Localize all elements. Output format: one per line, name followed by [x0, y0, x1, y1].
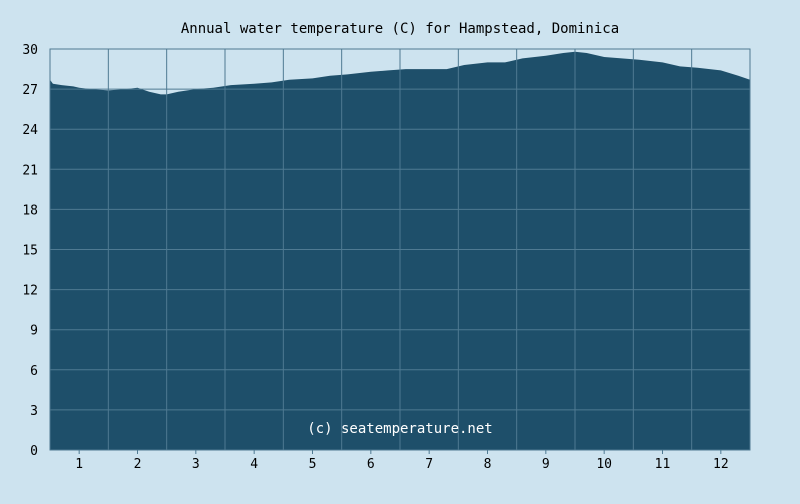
x-tick-label: 8 [484, 457, 492, 472]
y-tick-label: 15 [22, 244, 38, 259]
y-tick-label: 3 [30, 404, 38, 419]
watermark-text: (c) seatemperature.net [307, 421, 492, 437]
plot-frame [49, 48, 751, 451]
x-tick-label: 3 [192, 457, 200, 472]
y-tick-label: 12 [22, 284, 38, 299]
chart-title: Annual water temperature (C) for Hampste… [181, 21, 619, 37]
y-axis-ticks: 0 3 6 9 12 15 18 21 24 27 30 [22, 43, 38, 459]
x-tick-label: 9 [542, 457, 550, 472]
x-tick-label: 4 [250, 457, 258, 472]
y-tick-label: 6 [30, 364, 38, 379]
y-tick-label: 21 [22, 163, 38, 178]
y-tick-label: 18 [22, 203, 38, 218]
x-tick-label: 5 [309, 457, 317, 472]
x-tick-label: 7 [425, 457, 433, 472]
y-tick-label: 27 [22, 83, 38, 98]
y-tick-label: 9 [30, 324, 38, 339]
x-tick-label: 10 [596, 457, 612, 472]
x-tick-label: 6 [367, 457, 375, 472]
x-tick-label: 1 [75, 457, 83, 472]
y-tick-label: 30 [22, 43, 38, 58]
x-tick-label: 12 [713, 457, 729, 472]
x-tick-label: 2 [134, 457, 142, 472]
y-tick-label: 24 [22, 123, 38, 138]
grid-lines [50, 49, 750, 450]
x-axis-ticks: 1 2 3 4 5 6 7 8 9 10 11 12 [75, 450, 729, 472]
y-tick-label: 0 [30, 444, 38, 459]
x-tick-label: 11 [655, 457, 671, 472]
